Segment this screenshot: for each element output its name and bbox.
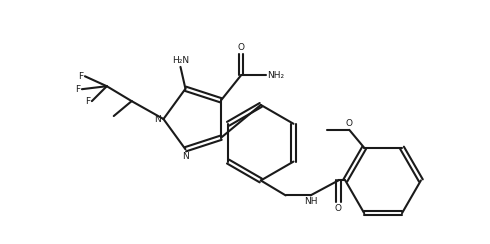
Text: N: N	[154, 114, 161, 123]
Text: NH₂: NH₂	[267, 71, 284, 80]
Text: H₂N: H₂N	[172, 56, 189, 65]
Text: N: N	[182, 152, 189, 161]
Text: O: O	[335, 204, 342, 213]
Text: F: F	[75, 85, 80, 94]
Text: NH: NH	[304, 197, 317, 206]
Text: F: F	[85, 97, 90, 106]
Text: O: O	[346, 119, 353, 128]
Text: O: O	[238, 43, 245, 52]
Text: F: F	[78, 72, 83, 81]
